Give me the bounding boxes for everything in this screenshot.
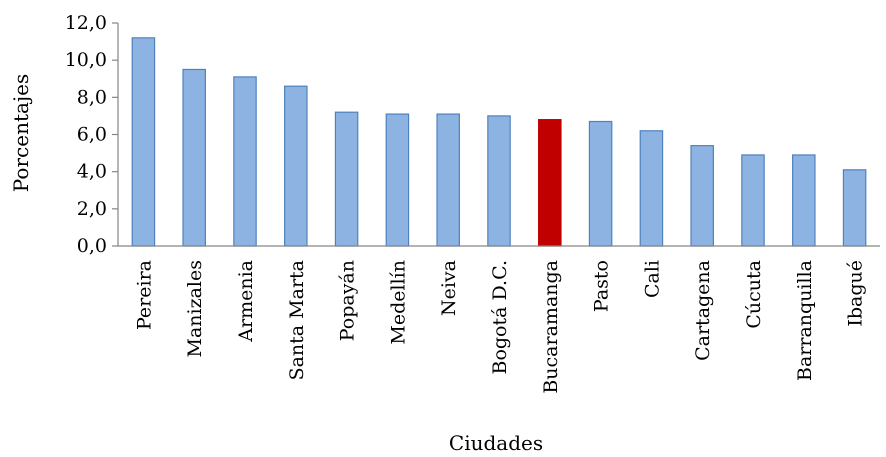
x-tick-label: Popayán [337,260,359,341]
y-tick-label: 6,0 [77,124,107,146]
x-tick-label: Santa Marta [286,260,308,380]
x-tick-label: Neiva [438,260,460,316]
x-tick-label: Barranquilla [794,260,816,381]
bar-pasto [588,120,613,247]
x-tick-label: Cúcuta [743,260,765,329]
x-tick-label: Cali [641,260,663,298]
y-tick-label: 4,0 [77,161,107,183]
bar-bogotá-d-c- [487,115,511,247]
y-tick-label: 8,0 [77,86,107,108]
bar-armenia [233,76,257,247]
bar-cartagena [690,145,714,247]
x-axis-title: Ciudades [449,431,543,455]
y-axis-ticks: 0,0 2,0 4,0 6,0 8,0 10,0 12,0 [65,12,118,257]
y-tick-label: 2,0 [77,198,107,220]
x-tick-label: Cartagena [692,260,714,361]
x-tick-label: Pasto [591,260,613,312]
bar-ibagué [842,169,867,247]
x-tick-label: Bogotá D.C. [489,260,511,375]
bar-cúcuta [741,154,765,247]
x-tick-label: Manizales [184,260,206,358]
bar-pereira [131,37,156,247]
y-tick-label: 0,0 [77,235,107,257]
bar-popayán [334,111,359,247]
bar-medellín [385,113,410,247]
x-axis-category-labels: Pereira Manizales Armenia Santa Marta Popayá… [133,260,866,394]
y-axis-title: Porcentajes [9,74,33,192]
y-tick-label: 10,0 [65,49,107,71]
bar-cali [639,130,664,247]
x-tick-label: Bucaramanga [540,260,562,394]
x-tick-label: Pereira [133,260,155,330]
y-tick-label: 12,0 [65,12,107,34]
bar-santa-marta [284,85,308,247]
x-tick-label: Armenia [235,260,257,343]
bar-barranquilla [792,154,816,247]
bar-neiva [436,113,460,247]
x-tick-label: Medellín [387,260,409,345]
bar-manizales [182,68,206,247]
x-tick-label: Ibagué [845,260,867,327]
bars [131,37,867,247]
bar-bucaramanga [538,119,562,247]
